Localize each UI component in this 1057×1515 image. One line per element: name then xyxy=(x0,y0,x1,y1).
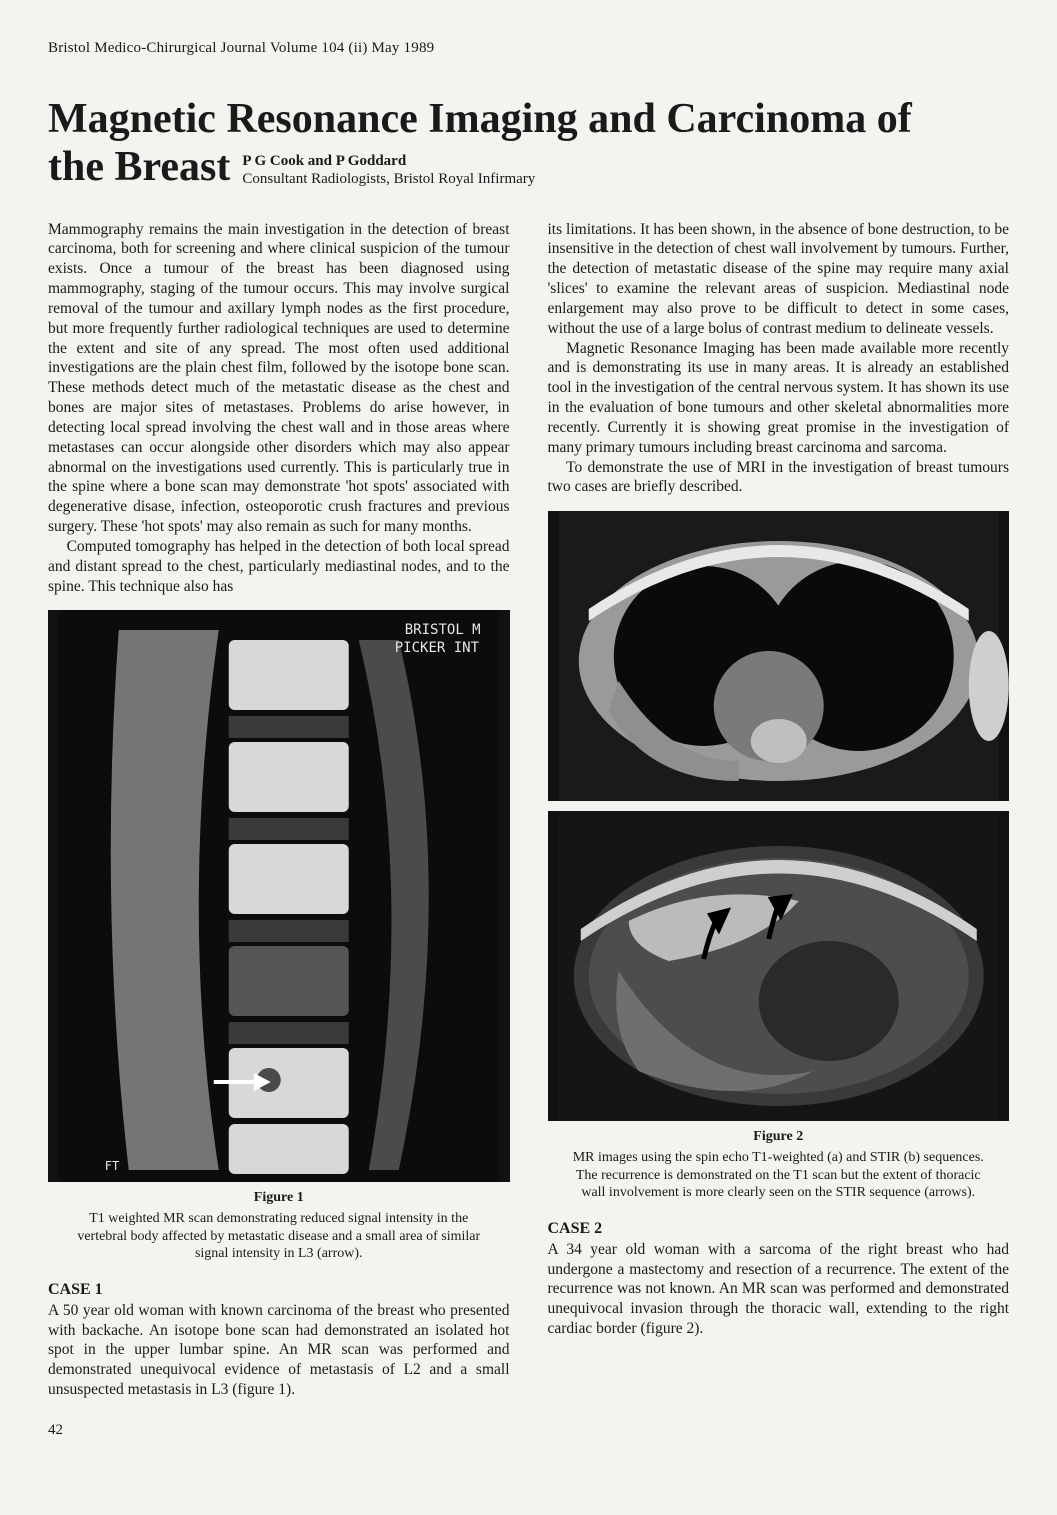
figure-1-image: BRISTOL M PICKER INT FT xyxy=(48,610,510,1182)
authors: P G Cook and P Goddard xyxy=(242,152,535,170)
intro-paragraph-1: Mammography remains the main investigati… xyxy=(48,220,510,537)
continuation-paragraph-2: Magnetic Resonance Imaging has been made… xyxy=(548,339,1010,458)
case-1-heading: CASE 1 xyxy=(48,1281,510,1299)
figure-1-label: Figure 1 xyxy=(48,1190,510,1206)
running-head: Bristol Medico-Chirurgical Journal Volum… xyxy=(48,40,1009,57)
case-2-text: A 34 year old woman with a sarcoma of th… xyxy=(548,1240,1010,1339)
figure-2: Figure 2 MR images using the spin echo T… xyxy=(548,511,1010,1202)
scan-overlay-text-1: BRISTOL M xyxy=(405,622,481,638)
article-title-line2: the Breast xyxy=(48,144,230,190)
affiliation: Consultant Radiologists, Bristol Royal I… xyxy=(242,170,535,188)
intro-paragraph-2: Computed tomography has helped in the de… xyxy=(48,537,510,596)
title-block: Magnetic Resonance Imaging and Carcinoma… xyxy=(48,95,1009,192)
continuation-paragraph-3: To demonstrate the use of MRI in the inv… xyxy=(548,458,1010,498)
article-title-line1: Magnetic Resonance Imaging and Carcinoma… xyxy=(48,96,912,142)
figure-2-label: Figure 2 xyxy=(548,1129,1010,1145)
svg-text:FT: FT xyxy=(105,1159,119,1173)
figure-2-panel-b xyxy=(548,811,1010,1121)
page-number: 42 xyxy=(48,1422,510,1439)
continuation-paragraph-1: its limitations. It has been shown, in t… xyxy=(548,220,1010,339)
two-column-layout: Mammography remains the main investigati… xyxy=(48,220,1009,1439)
figure-2-caption: MR images using the spin echo T1-weighte… xyxy=(548,1149,1010,1202)
case-1-text: A 50 year old woman with known carcinoma… xyxy=(48,1301,510,1400)
figure-1-caption: T1 weighted MR scan demonstrating reduce… xyxy=(48,1210,510,1263)
figure-1: BRISTOL M PICKER INT FT Figure 1 T1 weig… xyxy=(48,610,510,1263)
author-block: P G Cook and P Goddard Consultant Radiol… xyxy=(242,152,535,188)
right-column: its limitations. It has been shown, in t… xyxy=(548,220,1010,1439)
left-column: Mammography remains the main investigati… xyxy=(48,220,510,1439)
figure-2-panel-a xyxy=(548,511,1010,801)
scan-overlay-text-2: PICKER INT xyxy=(395,640,480,656)
case-2-heading: CASE 2 xyxy=(548,1220,1010,1238)
